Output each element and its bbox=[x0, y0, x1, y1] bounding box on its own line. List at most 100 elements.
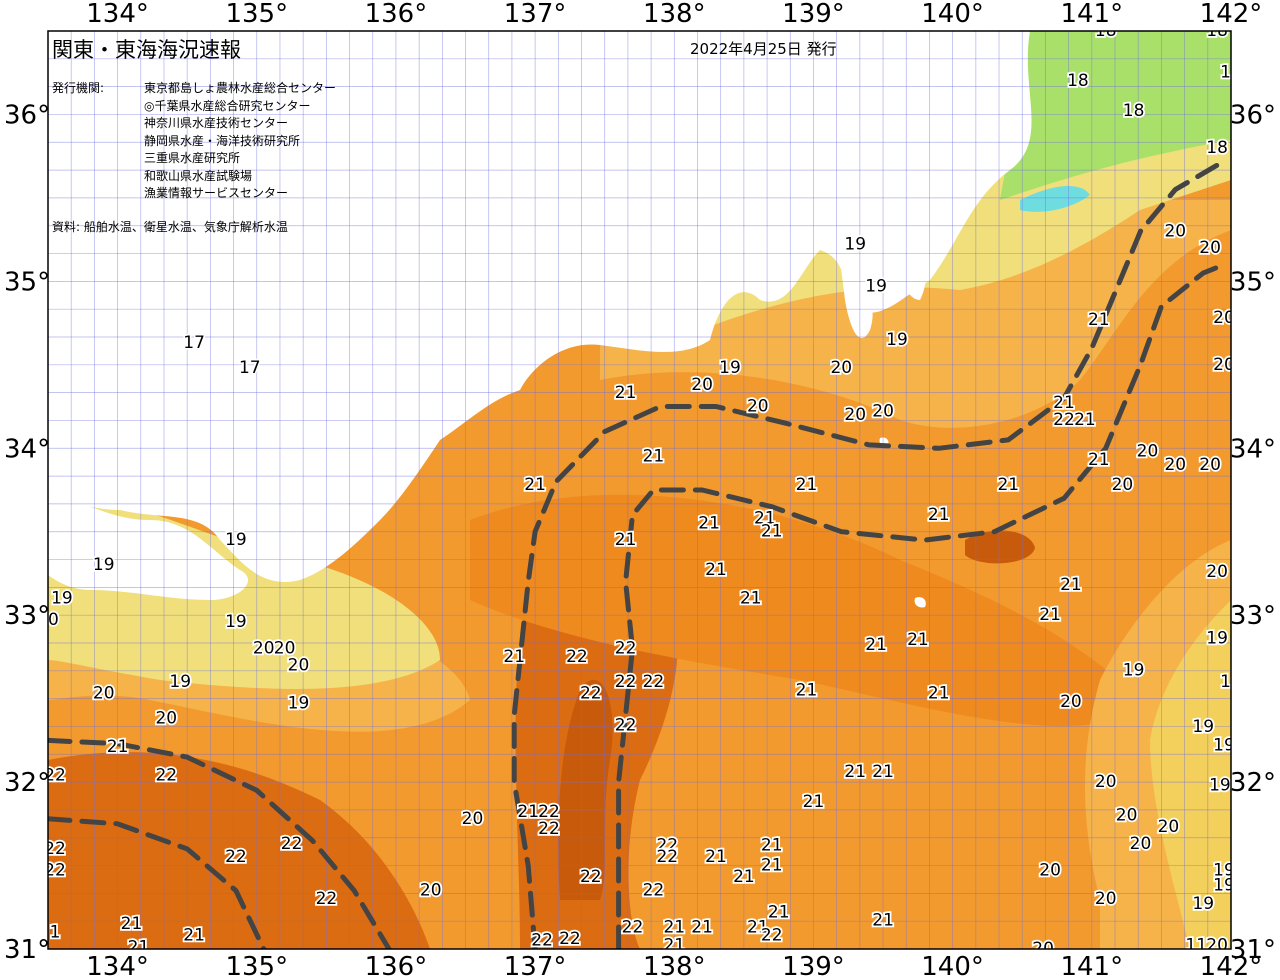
temperature-label: 19 bbox=[1213, 735, 1235, 755]
latitude-label-right: 31° bbox=[1230, 935, 1276, 965]
temperature-label: 22 bbox=[643, 672, 665, 692]
temperature-label: 20 bbox=[420, 881, 442, 901]
temperature-label: 20 bbox=[288, 655, 310, 675]
temperature-label: 20 bbox=[1213, 355, 1235, 375]
temperature-label: 21 bbox=[761, 836, 783, 856]
temperature-label: 21 bbox=[796, 680, 818, 700]
temperature-label: 21 bbox=[768, 902, 790, 922]
temperature-label: 21 bbox=[872, 762, 894, 782]
temperature-label: 21 bbox=[872, 911, 894, 931]
temperature-label: 22 bbox=[44, 839, 66, 859]
temperature-label: 21 bbox=[524, 475, 546, 495]
temperature-label: 22 bbox=[622, 917, 644, 937]
longitude-label-bottom: 135° bbox=[225, 952, 288, 980]
latitude-label-left: 35° bbox=[4, 267, 50, 297]
temperature-label: 1 bbox=[50, 922, 61, 942]
temperature-label: 21 bbox=[1060, 575, 1082, 595]
temperature-label: 21 bbox=[1088, 310, 1110, 330]
temperature-label: 22 bbox=[538, 802, 560, 822]
latitude-label-left: 32° bbox=[4, 768, 50, 798]
temperature-label: 18 bbox=[1206, 138, 1228, 158]
temperature-label: 20 bbox=[1116, 806, 1138, 826]
temperature-label: 11 bbox=[1185, 936, 1207, 956]
temperature-label: 21 bbox=[121, 914, 143, 934]
longitude-label-bottom: 138° bbox=[643, 952, 706, 980]
front-line bbox=[616, 262, 1227, 949]
issuer-item: ◎千葉県水産総合研究センター bbox=[144, 98, 311, 113]
temperature-label: 21 bbox=[615, 383, 637, 403]
temperature-label: 20 bbox=[253, 639, 275, 659]
temperature-label: 22 bbox=[538, 819, 560, 839]
temperature-label: 19 bbox=[1192, 717, 1214, 737]
temperature-label: 20 bbox=[1164, 221, 1186, 241]
temperature-label: 21 bbox=[1053, 393, 1075, 413]
temperature-label: 20 bbox=[691, 375, 713, 395]
temperature-label: 20 bbox=[1206, 562, 1228, 582]
temperature-label: 21 bbox=[761, 522, 783, 542]
latitude-label-left: 34° bbox=[4, 434, 50, 464]
temperature-label: 17 bbox=[183, 333, 205, 353]
offshore-warm bbox=[470, 494, 1140, 726]
temperature-label: 21 bbox=[128, 937, 150, 957]
temperature-label: 20 bbox=[1158, 817, 1180, 837]
temperature-label: 21 bbox=[928, 505, 950, 525]
temperature-label: 21 bbox=[844, 762, 866, 782]
map-frame bbox=[47, 30, 1232, 950]
temperature-label: 21 bbox=[663, 917, 685, 937]
temperature-label: 21 bbox=[796, 475, 818, 495]
issuer-block: 発行機関: 東京都島しょ農林水産総合センター ◎千葉県水産総合研究センター 神奈川… bbox=[52, 80, 336, 203]
longitude-label-bottom: 142° bbox=[1200, 952, 1263, 980]
temperature-label: 18 bbox=[1067, 71, 1089, 91]
longitude-label-top: 138° bbox=[643, 0, 706, 29]
temperature-label: 19 bbox=[865, 276, 887, 296]
longitude-label-top: 136° bbox=[365, 0, 428, 29]
temperature-label: 20 bbox=[1206, 936, 1228, 956]
temperature-label: 20 bbox=[872, 402, 894, 422]
east-eddy bbox=[965, 530, 1035, 564]
issuer-item: 漁業情報サービスセンター bbox=[144, 186, 289, 200]
temperature-label: 21 bbox=[663, 936, 685, 956]
data-source-note: 資料: 船舶水温、衛星水温、気象庁解析水温 bbox=[52, 220, 288, 234]
temperature-label: 22 bbox=[656, 836, 678, 856]
temperature-label: 20 bbox=[830, 358, 852, 378]
temperature-label: 22 bbox=[44, 765, 66, 785]
temperature-label: 21 bbox=[705, 847, 727, 867]
latitude-label-left: 31° bbox=[4, 935, 50, 965]
issuer-item: 静岡県水産・海洋技術研究所 bbox=[144, 133, 301, 148]
temperature-label: 20 bbox=[844, 405, 866, 425]
temperature-label: 22 bbox=[531, 931, 553, 951]
temperature-label: 19 bbox=[719, 358, 741, 378]
longitude-label-bottom: 140° bbox=[921, 952, 984, 980]
izu-peninsula-land bbox=[840, 260, 873, 339]
temperature-label: 21 bbox=[183, 926, 205, 946]
temperature-label: 22 bbox=[580, 867, 602, 887]
temperature-label: 22 bbox=[225, 847, 247, 867]
temperature-label: 20 bbox=[1112, 475, 1134, 495]
temperature-label: 21 bbox=[754, 508, 776, 528]
temperature-label: 19 bbox=[844, 235, 866, 255]
temperature-label: 20 bbox=[93, 684, 115, 704]
temperature-label: 19 bbox=[1213, 876, 1235, 896]
latitude-label-left: 33° bbox=[4, 601, 50, 631]
temperature-label: 22 bbox=[559, 929, 581, 949]
temperature-label: 19 bbox=[51, 589, 73, 609]
temperature-label: 21 bbox=[705, 560, 727, 580]
temperature-label: 22 bbox=[155, 765, 177, 785]
longitude-label-bottom: 137° bbox=[504, 952, 567, 980]
temperature-label: 20 bbox=[1199, 238, 1221, 258]
shikoku-land bbox=[48, 490, 249, 600]
temperature-label: 17 bbox=[1220, 63, 1242, 83]
temperature-label: 21 bbox=[740, 589, 762, 609]
miyake-island bbox=[914, 597, 926, 608]
boso-land bbox=[898, 230, 927, 300]
longitude-label-top: 142° bbox=[1200, 0, 1263, 29]
temperature-label: 21 bbox=[691, 917, 713, 937]
temperature-label: 20 bbox=[37, 610, 59, 630]
issue-date: 2022年4月25日 発行 bbox=[690, 40, 837, 58]
longitude-label-top: 140° bbox=[921, 0, 984, 29]
lat-lon-grid bbox=[48, 31, 1231, 949]
temperature-label: 18 bbox=[1206, 21, 1228, 41]
temperature-label: 20 bbox=[1095, 889, 1117, 909]
